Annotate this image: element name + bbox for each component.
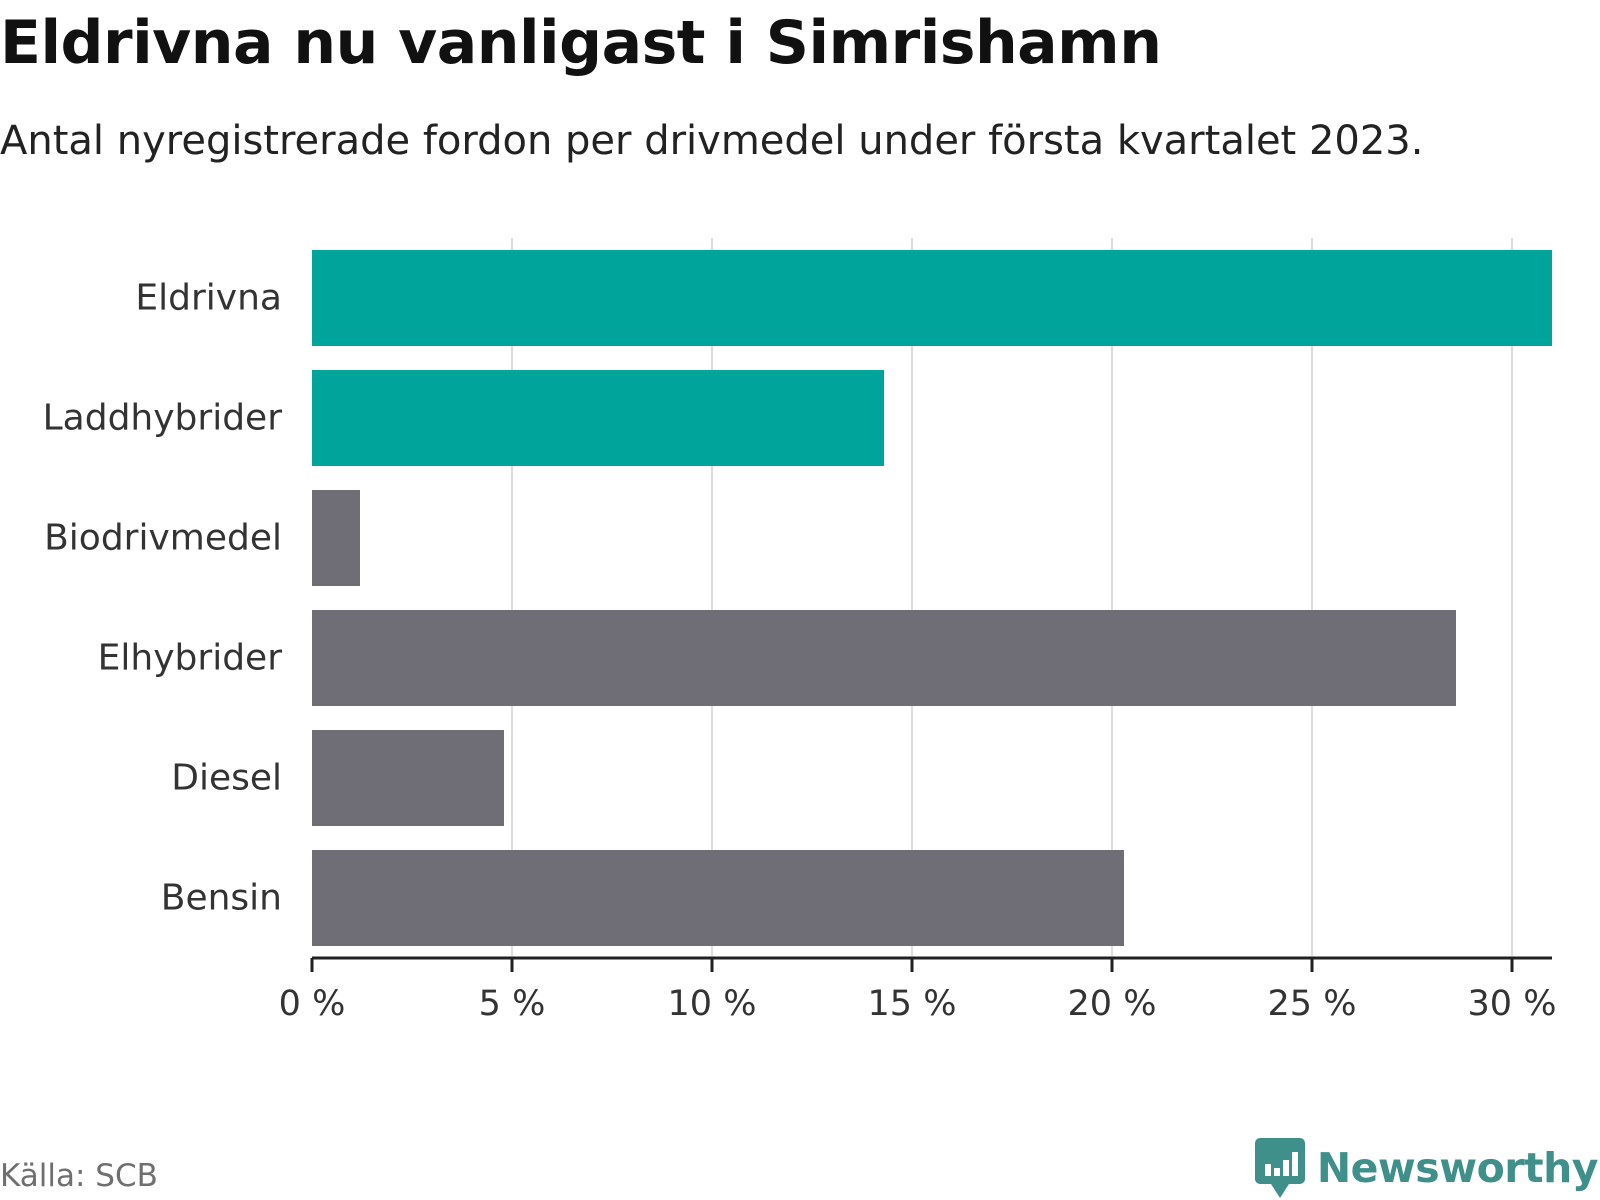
category-label: Bensin — [161, 878, 282, 919]
category-label: Laddhybrider — [43, 398, 283, 439]
bar — [312, 250, 1552, 346]
x-tick-label: 20 % — [1068, 984, 1157, 1024]
category-label: Eldrivna — [135, 278, 282, 319]
chart-title: Eldrivna nu vanligast i Simrishamn — [0, 8, 1162, 78]
x-tick-label: 5 % — [479, 984, 546, 1024]
bar — [312, 730, 504, 826]
bar — [312, 850, 1124, 946]
x-tick-label: 15 % — [868, 984, 957, 1024]
brand-name: Newsworthy — [1316, 1144, 1599, 1192]
brand-logo: Newsworthy — [1254, 1138, 1599, 1198]
source-note: Källa: SCB — [0, 1158, 158, 1194]
x-tick-label: 0 % — [279, 984, 346, 1024]
x-tick-label: 30 % — [1468, 984, 1557, 1024]
x-tick-label: 10 % — [668, 984, 757, 1024]
bar — [312, 370, 884, 466]
bar — [312, 610, 1456, 706]
category-label: Diesel — [171, 758, 282, 799]
chart-subtitle: Antal nyregistrerade fordon per drivmede… — [0, 118, 1424, 164]
bar — [312, 490, 360, 586]
category-label: Elhybrider — [98, 638, 283, 679]
bar-chart: Eldrivna Laddhybrider Biodrivmedel Elhybrid… — [43, 238, 1557, 1024]
x-tick-label: 25 % — [1268, 984, 1357, 1024]
bar-chart-speech-bubble-icon — [1254, 1138, 1305, 1198]
category-label: Biodrivmedel — [44, 518, 282, 559]
